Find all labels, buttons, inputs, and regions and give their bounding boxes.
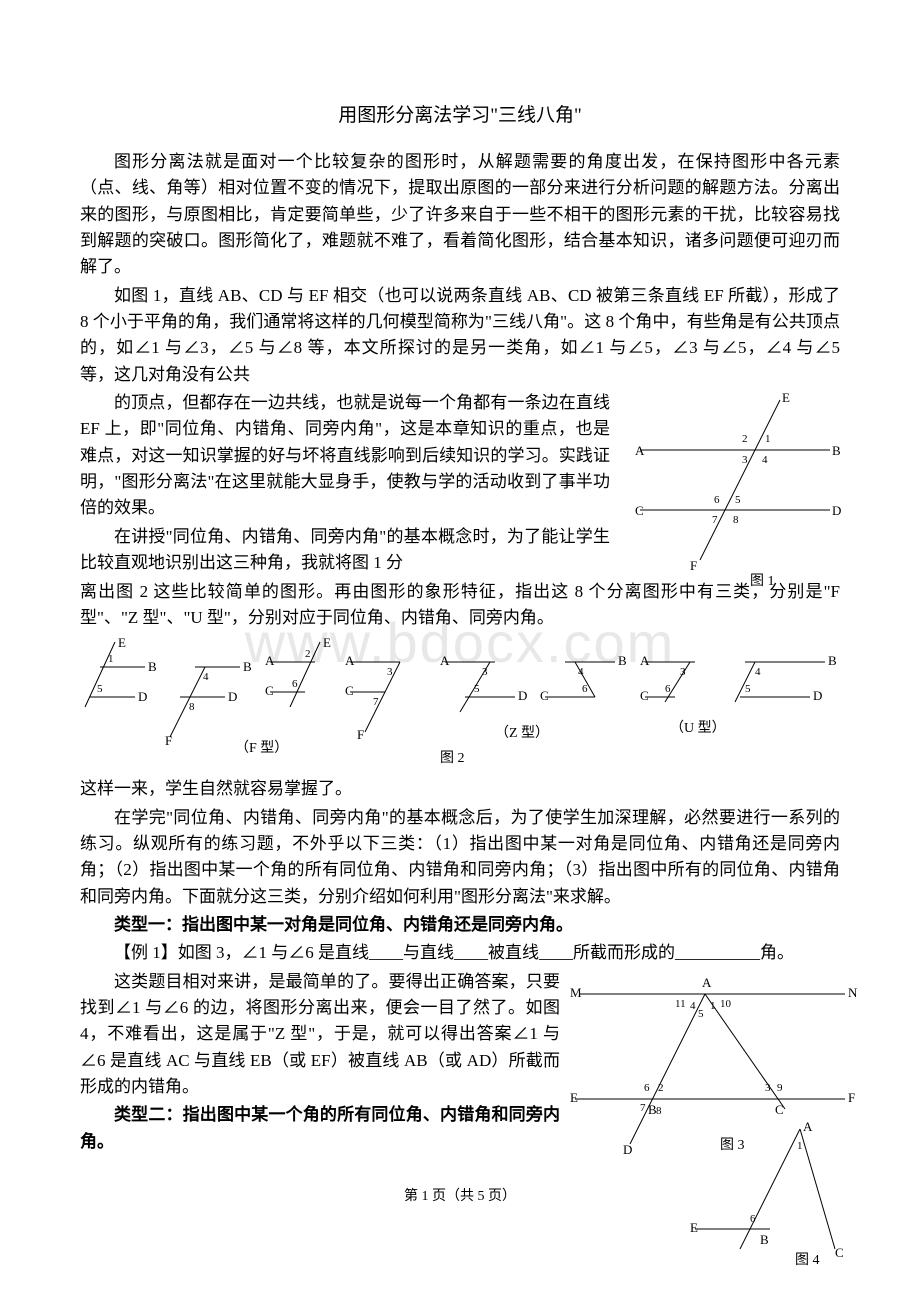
svg-text:C: C <box>835 1245 844 1260</box>
svg-text:B: B <box>828 653 837 668</box>
svg-text:B: B <box>148 659 157 674</box>
svg-text:3: 3 <box>482 666 488 678</box>
heading-type-1: 类型一：指出图中某一对角是同位角、内错角还是同旁内角。 <box>80 912 840 938</box>
svg-text:A: A <box>803 1119 813 1134</box>
svg-text:D: D <box>813 688 822 703</box>
svg-text:C: C <box>635 503 644 518</box>
svg-text:A: A <box>265 653 275 668</box>
paragraph-6: 这类题目相对来讲，是最简单的了。要得出正确答案，只要找到∠1 与∠6 的边，将图… <box>80 969 560 1101</box>
svg-text:（Z 型）: （Z 型） <box>495 725 549 741</box>
svg-text:2: 2 <box>658 1082 664 1094</box>
svg-text:8: 8 <box>189 701 195 713</box>
svg-text:N: N <box>848 985 858 1000</box>
svg-text:B: B <box>832 443 841 458</box>
svg-text:1: 1 <box>765 433 771 445</box>
svg-text:C: C <box>265 683 274 698</box>
svg-text:D: D <box>518 688 527 703</box>
svg-text:10: 10 <box>720 998 732 1010</box>
svg-text:（U 型）: （U 型） <box>670 720 726 736</box>
svg-text:4: 4 <box>762 454 768 466</box>
svg-text:C: C <box>775 1102 784 1117</box>
svg-text:7: 7 <box>640 1102 646 1114</box>
svg-text:8: 8 <box>656 1105 662 1117</box>
svg-text:B: B <box>760 1232 769 1247</box>
svg-text:F: F <box>357 727 364 742</box>
paragraph-2b: 的顶点，但都存在一边共线，也就是说每一个角都有一条边在直线 EF 上，即"同位角… <box>80 390 610 522</box>
svg-text:4: 4 <box>578 666 584 678</box>
svg-text:D: D <box>138 689 147 704</box>
svg-text:2: 2 <box>305 648 311 660</box>
svg-text:图 1: 图 1 <box>750 574 775 589</box>
figure-1: A B C D E F 1 2 3 4 5 6 7 8 图 1 <box>630 390 850 590</box>
svg-text:F: F <box>848 1090 855 1105</box>
svg-text:图 3: 图 3 <box>720 1138 745 1153</box>
svg-text:E: E <box>118 635 126 650</box>
svg-text:B: B <box>243 659 252 674</box>
svg-text:A: A <box>345 653 355 668</box>
svg-text:6: 6 <box>644 1082 650 1094</box>
paragraph-3a: 在讲授"同位角、内错角、同旁内角"的基本概念时，为了能让学生比较直观地识别出这三… <box>80 524 610 577</box>
svg-text:3: 3 <box>765 1082 771 1094</box>
svg-text:E: E <box>323 635 331 650</box>
svg-text:5: 5 <box>735 494 741 506</box>
svg-text:3: 3 <box>680 666 686 678</box>
svg-text:3: 3 <box>387 666 393 678</box>
svg-text:E: E <box>570 1090 578 1105</box>
svg-text:1: 1 <box>710 1000 716 1012</box>
figure-3-4: M N A E F D B C 1 4 5 11 10 2 6 7 8 <box>570 969 860 1269</box>
svg-text:6: 6 <box>665 683 671 695</box>
svg-text:A: A <box>640 653 650 668</box>
svg-text:4: 4 <box>203 671 209 683</box>
svg-text:C: C <box>345 683 354 698</box>
svg-text:4: 4 <box>755 666 761 678</box>
svg-text:5: 5 <box>698 1008 704 1020</box>
paragraph-5: 在学完"同位角、内错角、同旁内角"的基本概念后，为了使学生加深理解，必然要进行一… <box>80 805 840 910</box>
svg-text:图 4: 图 4 <box>795 1253 820 1268</box>
svg-text:D: D <box>832 503 841 518</box>
svg-text:A: A <box>702 975 712 990</box>
svg-text:8: 8 <box>733 514 739 526</box>
svg-text:C: C <box>640 688 649 703</box>
svg-text:3: 3 <box>742 454 748 466</box>
svg-text:4: 4 <box>690 1000 696 1012</box>
svg-text:B: B <box>618 653 627 668</box>
svg-text:图 2: 图 2 <box>440 751 465 766</box>
svg-text:C: C <box>540 688 549 703</box>
svg-text:5: 5 <box>474 683 480 695</box>
svg-text:D: D <box>228 689 237 704</box>
svg-text:M: M <box>570 985 582 1000</box>
svg-text:6: 6 <box>582 683 588 695</box>
svg-text:（F 型）: （F 型） <box>235 740 288 756</box>
svg-text:1: 1 <box>797 1140 803 1152</box>
svg-text:6: 6 <box>714 494 720 506</box>
svg-text:5: 5 <box>97 683 103 695</box>
page-title: 用图形分离法学习"三线八角" <box>80 100 840 127</box>
svg-text:1: 1 <box>108 653 114 665</box>
svg-text:F: F <box>690 558 697 573</box>
svg-text:2: 2 <box>742 433 748 445</box>
svg-text:F: F <box>165 733 172 748</box>
paragraph-2a: 如图 1，直线 AB、CD 与 EF 相交（也可以说两条直线 AB、CD 被第三… <box>80 283 840 388</box>
paragraph-4: 这样一来，学生自然就容易掌握了。 <box>80 776 840 802</box>
svg-text:9: 9 <box>777 1082 783 1094</box>
heading-type-2: 类型二：指出图中某一个角的所有同位角、内错角和同旁内角。 <box>80 1102 560 1155</box>
example-1: 【例 1】如图 3，∠1 与∠6 是直线____与直线____被直线____所截… <box>80 940 840 966</box>
svg-text:5: 5 <box>745 683 751 695</box>
svg-text:11: 11 <box>675 998 686 1010</box>
svg-text:E: E <box>690 1220 698 1235</box>
svg-text:A: A <box>635 443 645 458</box>
svg-text:E: E <box>782 390 790 405</box>
svg-text:6: 6 <box>292 678 298 690</box>
svg-text:7: 7 <box>712 514 718 526</box>
paragraph-1: 图形分离法就是面对一个比较复杂的图形时，从解题需要的角度出发，在保持图形中各元素… <box>80 149 840 281</box>
svg-text:7: 7 <box>373 696 379 708</box>
svg-text:A: A <box>440 653 450 668</box>
figure-2: E B D 1 5 B D F 4 8 <box>80 637 840 772</box>
svg-text:6: 6 <box>750 1213 756 1225</box>
svg-text:D: D <box>623 1142 632 1157</box>
